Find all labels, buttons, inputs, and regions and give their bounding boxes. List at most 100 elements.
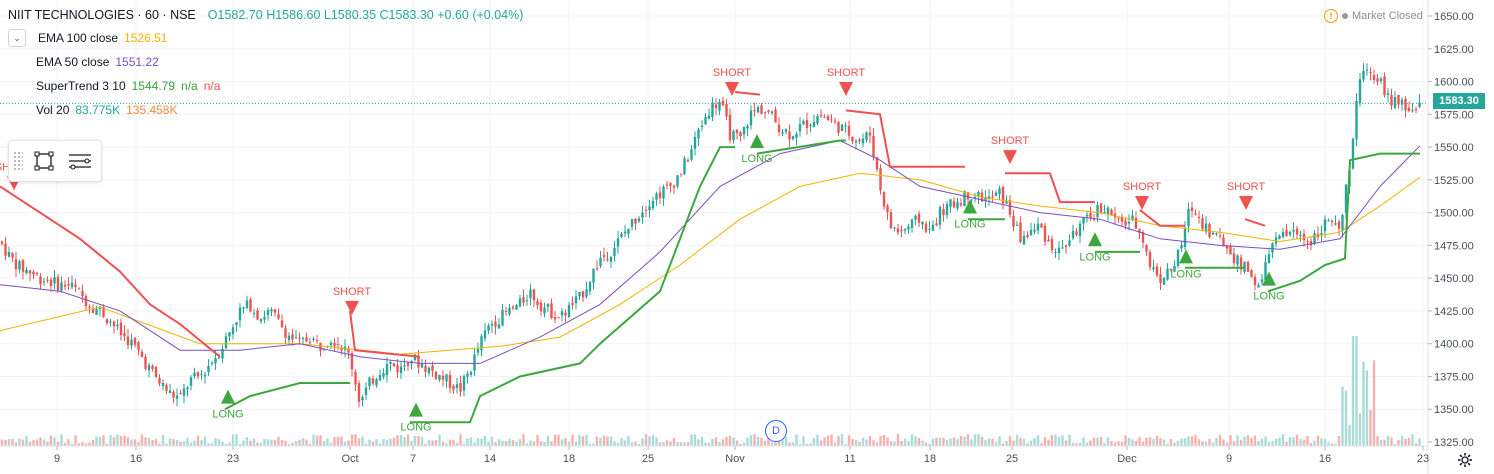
candle-body <box>291 334 294 340</box>
candle-body <box>1323 219 1327 232</box>
volume-bar <box>1064 440 1068 446</box>
candle-body <box>312 338 315 340</box>
indicator-volume[interactable]: Vol 20 83.775K 135.458K <box>8 100 523 120</box>
volume-bar <box>1330 443 1334 446</box>
candle-body <box>18 261 21 270</box>
supertrend-label: SuperTrend 3 10 <box>36 79 126 93</box>
candle-body <box>900 230 903 232</box>
volume-bar <box>277 436 280 446</box>
candle-body <box>60 282 63 291</box>
warning-icon[interactable]: ! <box>1324 9 1338 23</box>
volume-bar <box>896 434 900 446</box>
volume-bar <box>539 441 543 446</box>
volume-bar <box>546 435 550 446</box>
chevron-down-icon[interactable]: ⌄ <box>8 29 26 47</box>
candle-body <box>861 138 865 144</box>
candle-body <box>690 149 693 160</box>
volume-bar <box>179 441 182 446</box>
candle-body <box>270 309 273 312</box>
volume-bar <box>763 440 767 446</box>
candle-body <box>872 136 875 157</box>
volume-bar <box>1204 441 1208 446</box>
candle-body <box>935 223 938 226</box>
volume-bar <box>0 439 4 446</box>
volume-bar <box>928 443 931 446</box>
candle-body <box>1397 94 1400 105</box>
volume-bar <box>483 435 487 446</box>
rectangle-select-icon[interactable] <box>29 146 59 176</box>
volume-bar <box>333 437 336 446</box>
volume-bar <box>1019 437 1022 446</box>
candle-body <box>305 337 308 342</box>
volume-bar <box>406 434 410 446</box>
volume-bar <box>1120 442 1124 446</box>
candle-body <box>984 196 987 202</box>
volume-bar <box>1152 438 1155 446</box>
time-tick-label: 18 <box>924 453 936 465</box>
candle-body <box>333 342 336 347</box>
candle-body <box>1169 268 1173 271</box>
volume-bar <box>53 437 56 446</box>
candle-body <box>1187 208 1190 227</box>
volume-bar <box>907 441 910 446</box>
volume-bar <box>1015 434 1019 446</box>
volume-bar <box>273 439 277 446</box>
candle-body <box>627 228 630 234</box>
volume-bar <box>109 434 112 446</box>
short-arrow-icon <box>1003 150 1017 165</box>
drag-grip-icon[interactable] <box>13 151 23 171</box>
object-tree-icon[interactable] <box>65 146 95 176</box>
volume-bar <box>581 436 585 446</box>
candle-body <box>168 390 172 394</box>
symbol-title[interactable]: NIIT TECHNOLOGIES · 60 · NSE <box>8 8 196 22</box>
indicator-ema100[interactable]: ⌄ EMA 100 close 1526.51 <box>8 28 523 48</box>
candle-body <box>88 306 91 308</box>
indicator-supertrend[interactable]: SuperTrend 3 10 1544.79 n/a n/a <box>8 76 523 96</box>
candle-body <box>84 296 88 307</box>
volume-bar <box>595 436 599 446</box>
gear-icon[interactable] <box>1457 452 1473 468</box>
volume-bar <box>389 438 392 446</box>
candle-body <box>518 298 522 307</box>
dividend-event-marker[interactable]: D <box>765 420 787 442</box>
candle-body <box>543 307 546 314</box>
candle-body <box>249 299 252 312</box>
volume-bar <box>1397 440 1400 446</box>
volume-bar <box>427 439 431 446</box>
volume-bar <box>550 441 553 446</box>
volume-bar <box>403 436 406 446</box>
candle-body <box>1176 249 1180 266</box>
candle-body <box>1127 221 1131 224</box>
candle-body <box>749 110 753 126</box>
volume-bar <box>116 434 119 446</box>
volume-bar <box>721 439 725 446</box>
candle-body <box>35 272 39 275</box>
indicator-ema50[interactable]: EMA 50 close 1551.22 <box>8 52 523 72</box>
volume-bar <box>823 437 826 446</box>
candle-body <box>392 363 396 367</box>
candle-body <box>763 111 767 113</box>
volume-bar <box>791 442 795 446</box>
volume-bar <box>1281 434 1285 446</box>
volume-bar <box>784 436 788 446</box>
volume-bar <box>781 437 784 446</box>
volume-bar <box>1124 435 1127 446</box>
volume-bar <box>84 443 88 446</box>
candle-body <box>606 259 609 261</box>
candle-body <box>508 307 511 315</box>
floating-toolbox[interactable] <box>8 140 102 182</box>
short-signal-label: SHORT <box>827 67 866 79</box>
candle-body <box>560 311 564 316</box>
candle-body <box>532 289 536 301</box>
supertrend-down-segment <box>734 91 761 96</box>
candle-body <box>1075 231 1078 235</box>
candle-body <box>665 184 669 186</box>
volume-bar <box>291 443 294 446</box>
market-status[interactable]: ! Market Closed <box>1324 9 1423 23</box>
volume-bar <box>329 443 333 446</box>
candle-body <box>672 185 676 188</box>
volume-bar <box>1103 443 1106 446</box>
volume-bar <box>1250 438 1253 446</box>
volume-bar <box>1327 442 1330 446</box>
